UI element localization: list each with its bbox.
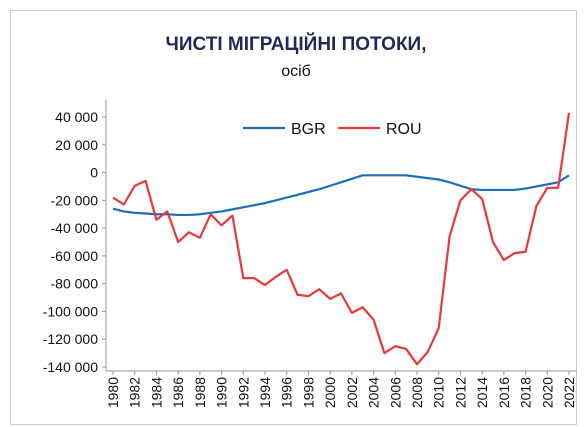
y-tick-label: 20 000	[55, 137, 98, 153]
series-line	[112, 174, 570, 217]
x-tick-label: 2010	[431, 377, 447, 408]
x-tick-label: 2016	[496, 377, 512, 408]
x-tick-label: 1992	[235, 377, 251, 408]
x-tick-label: 2014	[474, 377, 490, 408]
y-tick-label: -140 000	[43, 359, 98, 375]
y-tick-label: -100 000	[43, 303, 98, 319]
x-tick-label: 1998	[300, 377, 316, 408]
x-tick-label: 1980	[105, 377, 121, 408]
x-tick-label: 2004	[366, 377, 382, 408]
y-tick-label: 0	[90, 165, 98, 181]
y-tick-label: -120 000	[43, 331, 98, 347]
series-line	[112, 112, 571, 366]
x-tick-label: 2002	[344, 377, 360, 408]
x-tick-label: 2000	[322, 377, 338, 408]
x-tick-label: 1988	[192, 377, 208, 408]
frame	[10, 10, 577, 425]
x-tick-label: 2022	[561, 377, 577, 408]
x-tick-label: 2018	[518, 377, 534, 408]
x-tick-label: 1994	[257, 377, 273, 408]
x-tick-label: 1986	[170, 377, 186, 408]
x-tick-label: 2006	[387, 377, 403, 408]
chart-title: ЧИСТІ МІГРАЦІЙНІ ПОТОКИ,	[166, 33, 427, 55]
x-tick-label: 2012	[452, 377, 468, 408]
legend-label: BGR	[291, 121, 326, 138]
x-tick-label: 1982	[127, 377, 143, 408]
x-tick-label: 1990	[214, 377, 230, 408]
y-tick-label: -60 000	[51, 248, 99, 264]
y-tick-label: -20 000	[51, 192, 99, 208]
x-tick-label: 1996	[279, 377, 295, 408]
x-tick-label: 2008	[409, 377, 425, 408]
y-tick-label: -80 000	[51, 276, 99, 292]
y-tick-label: 40 000	[55, 109, 98, 125]
chart-subtitle: осіб	[281, 63, 311, 80]
y-tick-label: -40 000	[51, 220, 99, 236]
x-tick-label: 2020	[539, 377, 555, 408]
legend-label: ROU	[386, 121, 422, 138]
x-tick-label: 1984	[148, 377, 164, 408]
